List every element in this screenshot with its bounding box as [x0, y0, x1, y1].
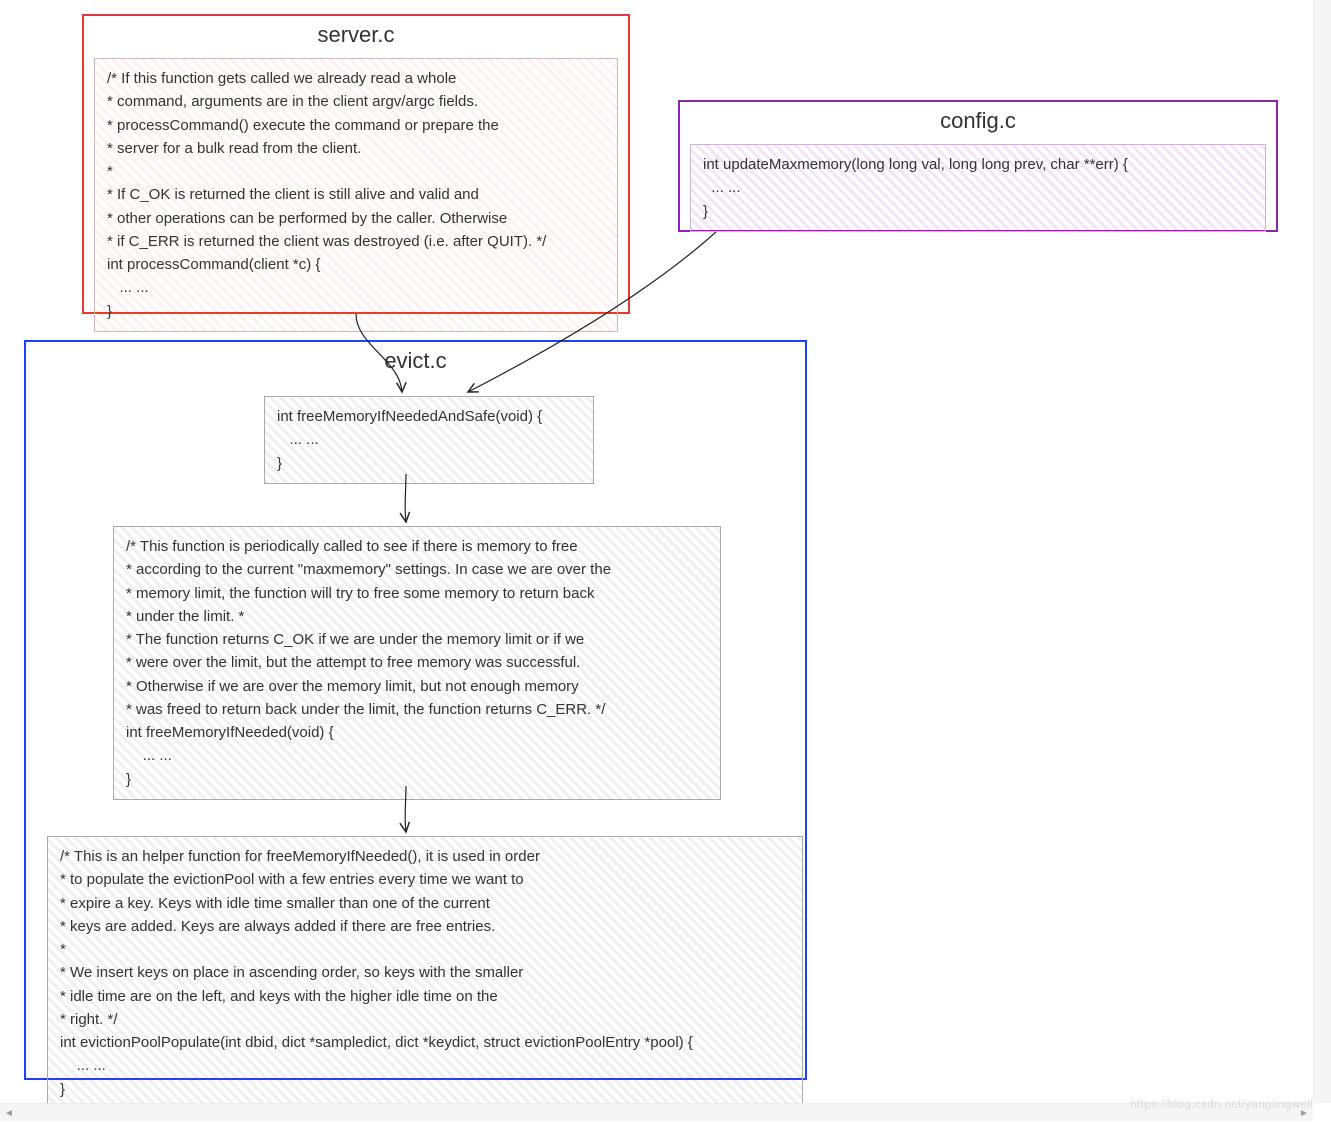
scroll-left-icon[interactable]: ◄ [0, 1104, 18, 1122]
config-code-block: int updateMaxmemory(long long val, long … [690, 144, 1266, 232]
evict-block-safe: int freeMemoryIfNeededAndSafe(void) { ..… [264, 396, 594, 484]
vertical-scrollbar[interactable] [1313, 0, 1331, 1103]
evict-block-needed: /* This function is periodically called … [113, 526, 721, 800]
horizontal-scrollbar[interactable]: ◄ ► [0, 1103, 1313, 1121]
server-title: server.c [84, 16, 628, 56]
server-file-box: server.c /* If this function gets called… [82, 14, 630, 314]
evict-block-pool: /* This is an helper function for freeMe… [47, 836, 803, 1110]
config-title: config.c [680, 102, 1276, 142]
evict-title: evict.c [26, 342, 805, 382]
server-code-block: /* If this function gets called we alrea… [94, 58, 618, 332]
watermark-text: https://blog.csdn.net/yanglingwell [1130, 1097, 1313, 1111]
config-file-box: config.c int updateMaxmemory(long long v… [678, 100, 1278, 232]
